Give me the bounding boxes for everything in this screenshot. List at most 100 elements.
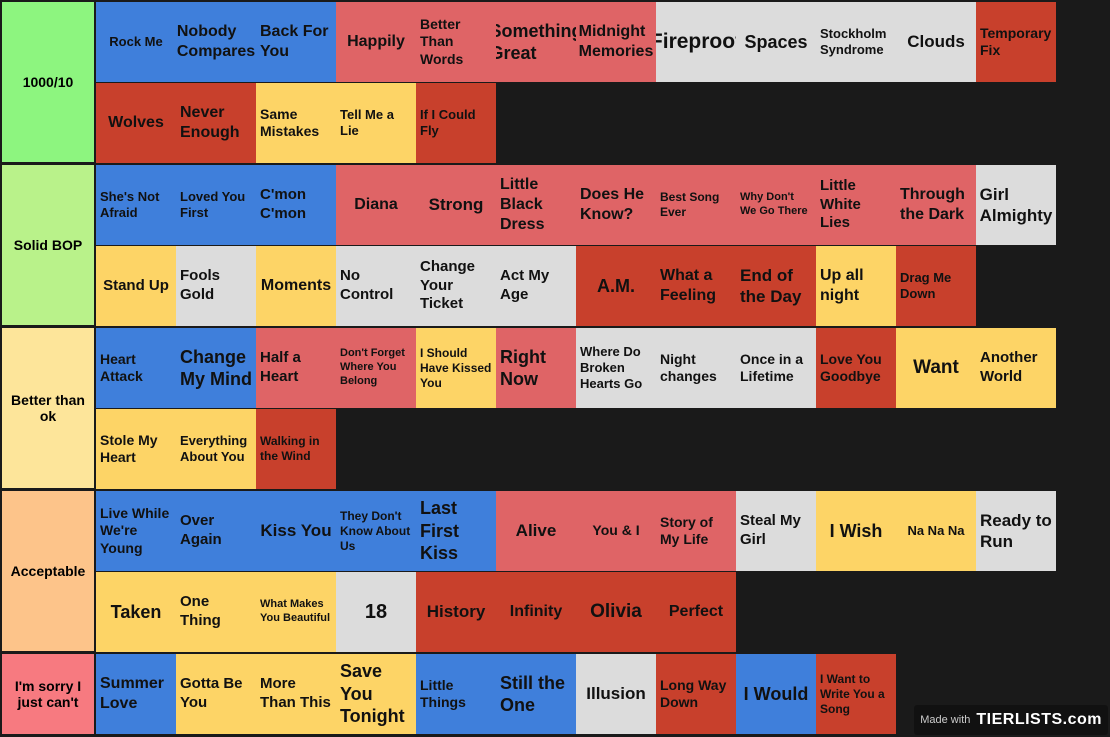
song-tile[interactable]: What Makes You Beautiful bbox=[256, 572, 336, 652]
song-title: Half a Heart bbox=[260, 349, 301, 385]
song-tile[interactable]: Taken bbox=[96, 572, 176, 652]
song-tile[interactable]: Half a Heart bbox=[256, 328, 336, 408]
song-tile[interactable]: Change Your Ticket bbox=[416, 246, 496, 326]
song-title: Change Your Ticket bbox=[420, 257, 476, 313]
song-tile[interactable]: Temporary Fix bbox=[976, 2, 1056, 82]
song-tile[interactable]: Little Black Dress bbox=[496, 165, 576, 245]
song-title: Clouds bbox=[907, 32, 965, 52]
song-tile[interactable]: Steal My Girl bbox=[736, 491, 816, 571]
song-tile[interactable]: Spaces bbox=[736, 2, 816, 82]
song-tile[interactable]: Never Enough bbox=[176, 83, 256, 163]
song-tile[interactable]: Heart Attack bbox=[96, 328, 176, 408]
song-tile[interactable]: Diana bbox=[336, 165, 416, 245]
song-tile[interactable]: Last First Kiss bbox=[416, 491, 496, 571]
song-title: Better Than Words bbox=[420, 15, 464, 67]
song-tile[interactable]: Wolves bbox=[96, 83, 176, 163]
song-tile[interactable]: Something Great bbox=[496, 2, 576, 82]
song-tile[interactable]: Olivia bbox=[576, 572, 656, 652]
song-title: You & I bbox=[592, 522, 640, 539]
song-tile[interactable]: What a Feeling bbox=[656, 246, 736, 326]
song-tile[interactable]: Stole My Heart bbox=[96, 409, 176, 489]
song-tile[interactable]: History bbox=[416, 572, 496, 652]
song-tile[interactable]: Live While We're Young bbox=[96, 491, 176, 571]
song-tile[interactable]: Does He Know? bbox=[576, 165, 656, 245]
song-tile[interactable]: Better Than Words bbox=[416, 2, 496, 82]
song-tile[interactable]: One Thing bbox=[176, 572, 256, 652]
song-tile[interactable]: Little White Lies bbox=[816, 165, 896, 245]
song-tile[interactable]: Another World bbox=[976, 328, 1056, 408]
song-tile[interactable]: Long Way Down bbox=[656, 654, 736, 734]
song-tile[interactable]: Up all night bbox=[816, 246, 896, 326]
song-tile[interactable]: Loved You First bbox=[176, 165, 256, 245]
song-title: Temporary Fix bbox=[980, 24, 1052, 59]
song-tile[interactable]: Rock Me bbox=[96, 2, 176, 82]
song-tile[interactable]: Kiss You bbox=[256, 491, 336, 571]
song-tile[interactable]: C'mon C'mon bbox=[256, 165, 336, 245]
song-tile[interactable]: Gotta Be You bbox=[176, 654, 256, 734]
song-tile[interactable]: Act My Age bbox=[496, 246, 576, 326]
song-tile[interactable]: Once in a Lifetime bbox=[736, 328, 816, 408]
song-tile[interactable]: I Wish bbox=[816, 491, 896, 571]
song-tile[interactable]: I Want to Write You a Song bbox=[816, 654, 896, 734]
song-tile[interactable]: Right Now bbox=[496, 328, 576, 408]
song-tile[interactable]: No Control bbox=[336, 246, 416, 326]
song-tile[interactable]: Love You Goodbye bbox=[816, 328, 896, 408]
song-title: I Would bbox=[743, 683, 809, 704]
song-tile[interactable]: 18 bbox=[336, 572, 416, 652]
song-tile[interactable]: Nobody Compares bbox=[176, 2, 256, 82]
song-tile[interactable]: More Than This bbox=[256, 654, 336, 734]
song-tile[interactable]: Tell Me a Lie bbox=[336, 83, 416, 163]
song-tile[interactable]: Perfect bbox=[656, 572, 736, 652]
song-tile[interactable]: Girl Almighty bbox=[976, 165, 1056, 245]
song-tile[interactable]: Fools Gold bbox=[176, 246, 256, 326]
song-tile[interactable]: If I Could Fly bbox=[416, 83, 496, 163]
song-tile[interactable]: Over Again bbox=[176, 491, 256, 571]
song-tile[interactable]: Walking in the Wind bbox=[256, 409, 336, 489]
song-tile[interactable]: Na Na Na bbox=[896, 491, 976, 571]
song-tile[interactable]: Strong bbox=[416, 165, 496, 245]
song-title: Girl Almighty bbox=[979, 184, 1053, 225]
song-tile[interactable]: They Don't Know About Us bbox=[336, 491, 416, 571]
song-tile[interactable]: Still the One bbox=[496, 654, 576, 734]
song-tile[interactable]: Moments bbox=[256, 246, 336, 326]
song-tile[interactable]: End of the Day bbox=[736, 246, 816, 326]
song-tile[interactable]: Drag Me Down bbox=[896, 246, 976, 326]
song-tile[interactable]: Midnight Memories bbox=[576, 2, 656, 82]
song-title: Live While We're Young bbox=[100, 504, 170, 556]
song-title: C'mon C'mon bbox=[260, 186, 307, 222]
song-tile[interactable]: Stand Up bbox=[96, 246, 176, 326]
song-title: Over Again bbox=[180, 512, 222, 548]
song-tile[interactable]: Everything About You bbox=[176, 409, 256, 489]
song-tile[interactable]: Infinity bbox=[496, 572, 576, 652]
song-tile[interactable]: Night changes bbox=[656, 328, 736, 408]
song-tile[interactable]: Alive bbox=[496, 491, 576, 571]
song-title: End of the Day bbox=[740, 265, 802, 306]
song-tile[interactable]: A.M. bbox=[576, 246, 656, 326]
song-tile[interactable]: Illusion bbox=[576, 654, 656, 734]
song-tile[interactable]: You & I bbox=[576, 491, 656, 571]
song-tile[interactable]: Fireproof bbox=[656, 2, 736, 82]
song-tile[interactable]: Back For You bbox=[256, 2, 336, 82]
song-tile[interactable]: Stockholm Syndrome bbox=[816, 2, 896, 82]
song-tile[interactable]: Change My Mind bbox=[176, 328, 256, 408]
song-tile[interactable]: I Should Have Kissed You bbox=[416, 328, 496, 408]
song-tile[interactable]: Want bbox=[896, 328, 976, 408]
song-tile[interactable]: Where Do Broken Hearts Go bbox=[576, 328, 656, 408]
song-tile[interactable]: Clouds bbox=[896, 2, 976, 82]
song-tile[interactable]: Why Don't We Go There bbox=[736, 165, 816, 245]
song-title: Everything About You bbox=[180, 432, 248, 464]
song-tile[interactable]: Happily bbox=[336, 2, 416, 82]
song-tile[interactable]: Story of My Life bbox=[656, 491, 736, 571]
song-tile[interactable]: Save You Tonight bbox=[336, 654, 416, 734]
song-tile[interactable]: Summer Love bbox=[96, 654, 176, 734]
song-tile[interactable]: She's Not Afraid bbox=[96, 165, 176, 245]
song-tile[interactable]: Same Mistakes bbox=[256, 83, 336, 163]
song-title: Best Song Ever bbox=[660, 190, 720, 219]
song-tile[interactable]: Best Song Ever bbox=[656, 165, 736, 245]
song-tile[interactable]: Ready to Run bbox=[976, 491, 1056, 571]
song-tile[interactable]: Through the Dark bbox=[896, 165, 976, 245]
song-tile[interactable]: I Would bbox=[736, 654, 816, 734]
song-title: Rock Me bbox=[109, 33, 163, 49]
song-tile[interactable]: Little Things bbox=[416, 654, 496, 734]
song-tile[interactable]: Don't Forget Where You Belong bbox=[336, 328, 416, 408]
